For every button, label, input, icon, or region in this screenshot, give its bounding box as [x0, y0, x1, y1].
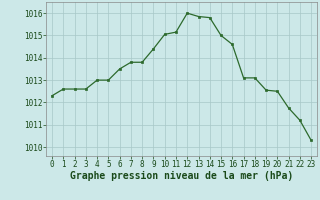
X-axis label: Graphe pression niveau de la mer (hPa): Graphe pression niveau de la mer (hPa) — [70, 171, 293, 181]
